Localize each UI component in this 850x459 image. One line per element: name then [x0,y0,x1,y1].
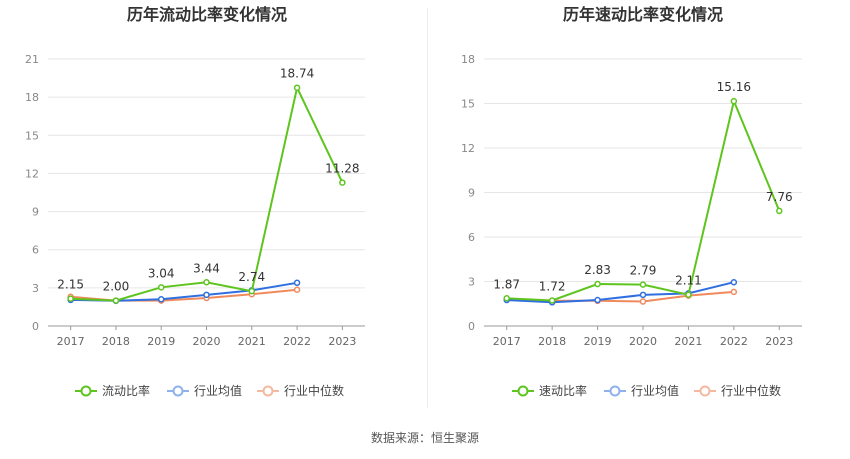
data-label: 11.28 [325,162,359,176]
x-tick-label: 2019 [147,335,175,348]
data-label: 1.72 [539,279,566,293]
data-point [594,296,601,304]
data-point [112,297,120,304]
data-point [293,279,301,287]
x-tick-label: 2018 [538,335,566,348]
y-tick-label: 12 [25,167,39,180]
y-tick-label: 15 [25,129,39,142]
data-label: 18.74 [280,67,314,81]
data-source-label: 数据来源：恒生聚源 [370,431,479,445]
x-tick-label: 2021 [238,335,266,348]
data-point [293,286,301,294]
legend-swatch-marker [262,385,274,397]
legend-label: 行业中位数 [284,383,344,398]
series-line [506,281,735,304]
y-tick-label: 3 [468,276,475,289]
data-point [730,278,738,286]
data-point [248,287,256,295]
y-tick-label: 3 [32,282,39,295]
legend-label: 行业中位数 [721,383,781,398]
x-tick-label: 2021 [674,335,702,348]
legend-label: 行业均值 [631,383,679,398]
x-tick-label: 2020 [193,335,221,348]
chart-title: 历年流动比率变化情况 [127,5,287,24]
x-tick-label: 2022 [283,335,311,348]
y-tick-label: 0 [32,320,39,333]
panel-divider [427,8,428,408]
data-label: 7.76 [766,190,793,204]
data-point [730,97,738,105]
x-tick-label: 2018 [102,335,130,348]
data-point [67,295,74,302]
data-point [157,284,165,291]
y-tick-label: 6 [468,231,475,244]
data-point [639,291,647,299]
x-tick-label: 2020 [629,335,657,348]
legend-swatch-marker [517,385,529,397]
data-point [339,179,346,186]
data-point [776,207,783,215]
data-point [730,288,738,296]
data-label: 2.83 [584,263,611,277]
data-label: 2.74 [238,270,265,284]
y-tick-label: 15 [461,98,475,111]
y-tick-label: 9 [32,206,39,219]
y-tick-label: 6 [32,244,39,257]
chart-title: 历年速动比率变化情况 [563,5,723,24]
data-label: 2.15 [57,278,84,292]
data-point [157,296,165,303]
data-point [594,280,601,288]
y-tick-label: 18 [461,53,475,66]
y-tick-label: 0 [468,320,475,333]
data-label: 2.79 [630,264,657,278]
data-point [503,295,510,302]
data-label: 3.04 [148,266,175,280]
data-point [203,279,210,286]
y-tick-label: 21 [25,53,39,66]
data-label: 15.16 [717,80,751,94]
x-tick-label: 2022 [720,335,748,348]
data-point [293,84,301,91]
x-tick-label: 2019 [584,335,612,348]
legend-swatch-marker [609,385,621,397]
y-tick-label: 12 [461,142,475,155]
y-tick-label: 18 [25,91,39,104]
legend-swatch-marker [172,385,184,397]
data-point [203,291,210,299]
legend-swatch-marker [699,385,711,397]
data-point [685,291,692,298]
legend-label: 行业均值 [194,383,242,398]
x-tick-label: 2017 [493,335,521,348]
charts-canvas: 历年流动比率变化情况 0 3 6 9 12 15 18 21 2017 2018 2019 2020 20… [25,5,802,398]
legend-label: 流动比率 [102,383,150,398]
legend-label: 速动比率 [539,383,587,398]
x-tick-label: 2017 [57,335,85,348]
data-label: 2.00 [103,280,130,294]
x-tick-label: 2023 [765,335,793,348]
data-point [639,298,647,305]
x-tick-label: 2023 [328,335,356,348]
legend-swatch-marker [80,385,92,397]
data-point [548,297,556,304]
data-label: 1.87 [493,277,520,291]
y-tick-label: 9 [468,187,475,200]
data-label: 3.44 [193,261,220,275]
data-point [639,281,647,288]
data-label: 2.11 [675,274,702,288]
